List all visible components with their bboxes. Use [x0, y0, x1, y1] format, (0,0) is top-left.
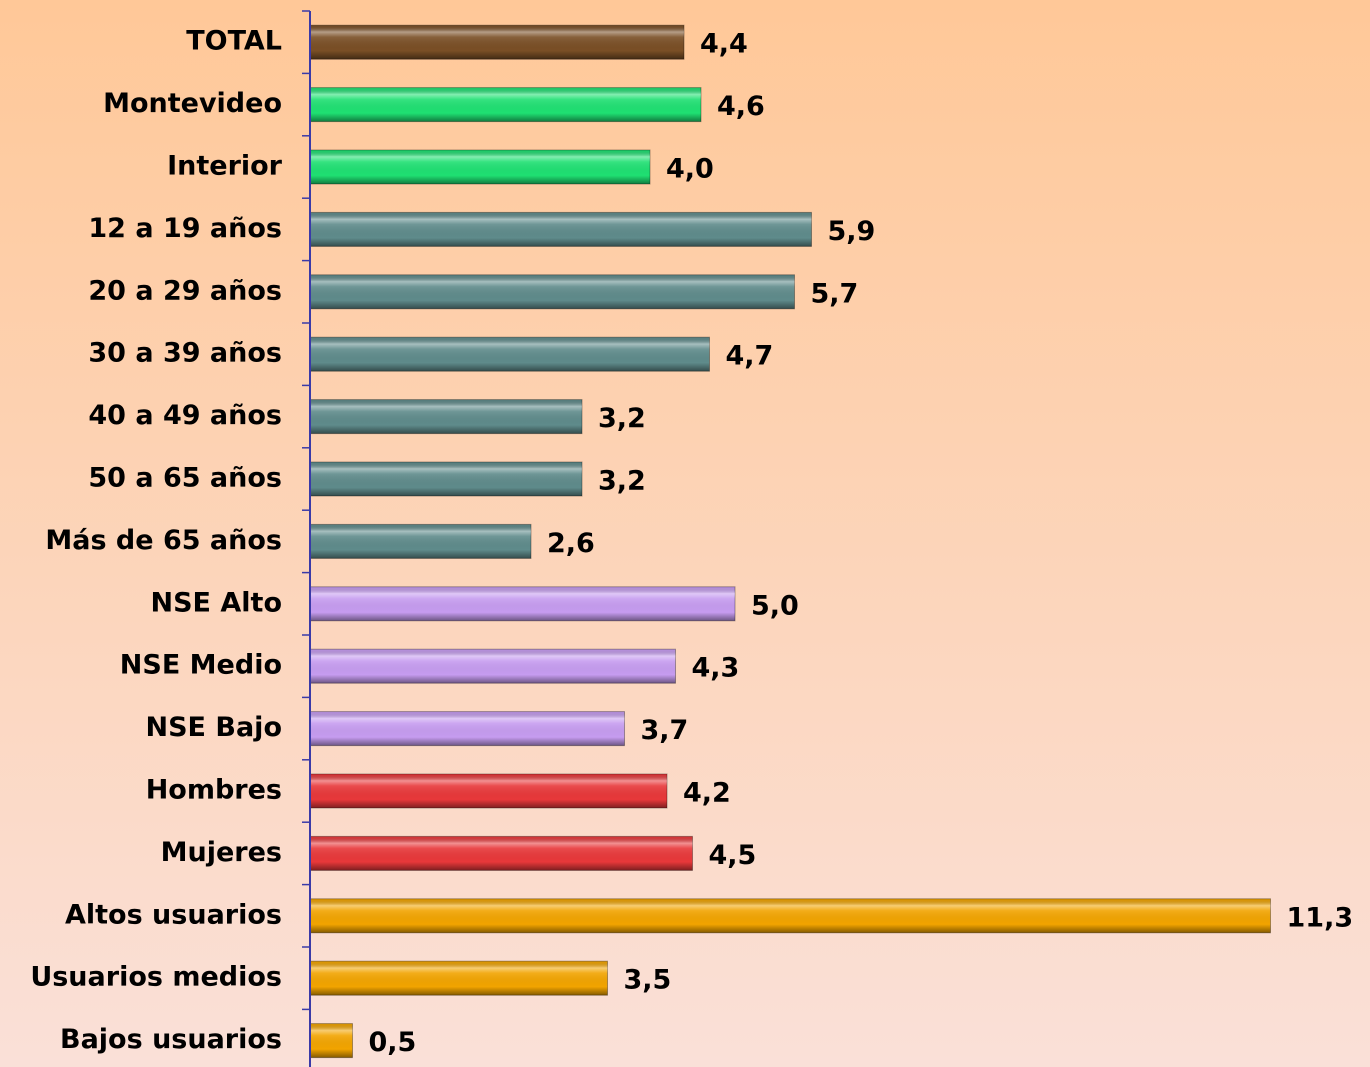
value-label: 4,4: [700, 29, 748, 60]
category-label: 40 a 49 años: [88, 400, 282, 431]
value-label: 11,3: [1287, 902, 1354, 933]
bar-shine: [310, 586, 735, 621]
value-label: 4,2: [683, 778, 731, 809]
bar-shine: [310, 87, 701, 122]
value-label: 4,6: [717, 91, 765, 122]
bar-shine: [310, 961, 608, 996]
category-label: 20 a 29 años: [88, 275, 282, 306]
value-label: 3,2: [598, 466, 646, 497]
plot-area: TOTAL 4,4 Montevideo 4,6 Interior 4,0 12 a 19 …: [30, 10, 1354, 1067]
value-label: 4,0: [666, 154, 714, 185]
value-label: 5,0: [751, 590, 799, 621]
bar-shine: [310, 274, 795, 309]
value-label: 2,6: [547, 528, 595, 559]
bar-shine: [310, 774, 667, 808]
category-label: Más de 65 años: [45, 525, 282, 556]
value-label: 0,5: [369, 1027, 417, 1058]
category-label: NSE Medio: [120, 650, 282, 681]
category-label: Interior: [167, 151, 283, 182]
bar-shine: [310, 212, 812, 247]
category-label: 12 a 19 años: [88, 213, 282, 244]
bar-shine: [310, 337, 710, 372]
bar-shine: [310, 25, 684, 60]
category-label: Montevideo: [103, 88, 282, 119]
bar-shine: [310, 836, 693, 871]
value-label: 4,7: [726, 341, 774, 372]
bar-shine: [310, 898, 1271, 933]
value-label: 5,7: [811, 278, 859, 309]
bar-shine: [310, 524, 531, 559]
bar-shine: [310, 462, 582, 496]
bar-shine: [310, 399, 582, 434]
category-label: Altos usuarios: [65, 899, 282, 930]
category-label: TOTAL: [186, 26, 282, 57]
bar-shine: [310, 711, 625, 746]
category-label: 30 a 39 años: [88, 338, 282, 369]
category-label: Bajos usuarios: [60, 1024, 282, 1055]
bar-shine: [310, 649, 676, 684]
category-label: 50 a 65 años: [88, 463, 282, 494]
value-label: 3,2: [598, 403, 646, 434]
bar-shine: [310, 150, 650, 184]
value-label: 4,5: [709, 840, 757, 871]
value-label: 4,3: [692, 653, 740, 684]
value-label: 3,7: [641, 715, 689, 746]
bar-shine: [310, 1023, 353, 1058]
category-label: Usuarios medios: [30, 962, 282, 993]
category-label: Mujeres: [161, 837, 282, 868]
category-label: NSE Bajo: [146, 712, 283, 743]
value-label: 5,9: [828, 216, 876, 247]
category-label: Hombres: [146, 775, 282, 806]
value-label: 3,5: [624, 965, 672, 996]
category-label: NSE Alto: [151, 587, 283, 618]
